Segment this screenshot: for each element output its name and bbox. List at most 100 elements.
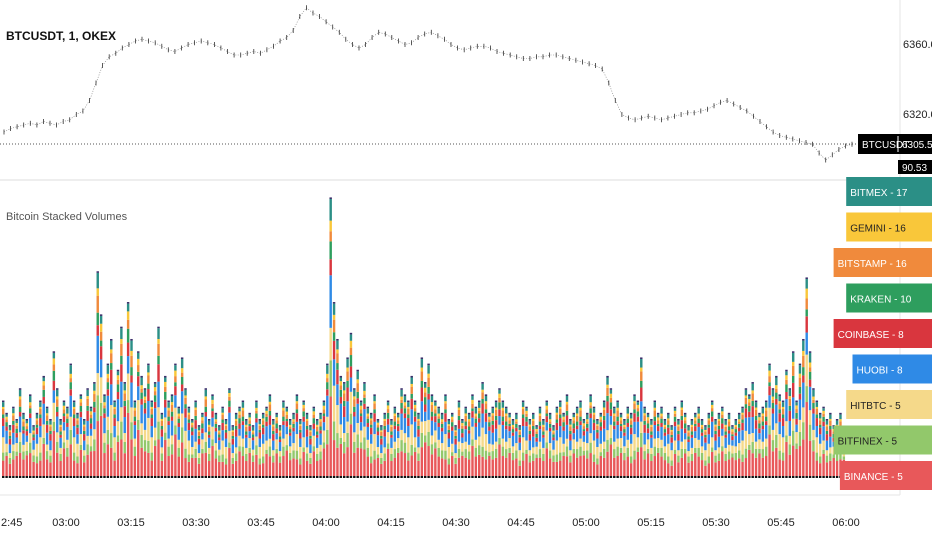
volume-segment [471, 408, 474, 412]
volume-segment [818, 420, 822, 425]
volume-segment [565, 424, 569, 439]
volume-segment [488, 414, 491, 417]
exchange-tag-gemini[interactable]: GEMINI - 16 [846, 212, 932, 242]
volume-bar-cap [528, 419, 532, 421]
volume-segment [525, 413, 528, 417]
volume-bar-cap [677, 419, 680, 421]
volume-segment [525, 408, 528, 411]
volume-segment [559, 426, 562, 438]
volume-segment [177, 447, 180, 457]
volume-segment [704, 450, 707, 461]
volume-segment [194, 415, 197, 421]
volume-segment [559, 414, 562, 419]
volume-segment [309, 438, 312, 445]
volume-segment [427, 419, 430, 432]
volume-bar-cap [737, 412, 741, 415]
volume-segment [623, 429, 626, 433]
volume-segment [572, 428, 575, 434]
volume-segment [646, 439, 650, 449]
volume-segment [717, 460, 721, 476]
symbol-title[interactable]: BTCUSDT, 1, OKEX [6, 29, 116, 43]
volume-segment [771, 396, 775, 400]
volume-bar-base [49, 476, 52, 478]
volume-bar-cap [106, 363, 110, 366]
volume-segment [99, 359, 103, 378]
last-price-tag[interactable]: BTCUSDT 6305.5 [858, 134, 932, 154]
volume-segment [69, 382, 72, 390]
volume-bar-base [606, 476, 609, 478]
volume-bar-cap [521, 400, 525, 403]
volume-segment [164, 432, 167, 440]
volume-segment [197, 457, 201, 464]
volume-segment [83, 434, 86, 441]
volume-segment [481, 413, 484, 428]
exchange-tag-hitbtc[interactable]: HITBTC - 5 [846, 390, 932, 419]
volume-segment [727, 433, 731, 445]
volume-segment [481, 392, 484, 399]
volume-segment [342, 383, 346, 391]
volume-segment [150, 418, 153, 427]
exchange-tag-bitmex[interactable]: BITMEX - 17 [846, 177, 932, 206]
volume-segment [93, 412, 96, 430]
volume-bar-cap [45, 406, 49, 409]
volume-segment [592, 422, 596, 431]
volume-segment [339, 377, 343, 382]
volume-segment [353, 396, 356, 400]
volume-segment [687, 442, 690, 452]
volume-segment [305, 436, 309, 448]
volume-segment [268, 410, 272, 416]
volume-pane-title[interactable]: Bitcoin Stacked Volumes [6, 211, 128, 223]
volume-segment [12, 420, 15, 425]
exchange-tag-huobi[interactable]: HUOBI - 8 [852, 354, 932, 384]
exchange-tag-binance[interactable]: BINANCE - 5 [839, 461, 932, 490]
volume-segment [559, 406, 562, 409]
volume-segment [427, 365, 430, 374]
volume-segment [126, 373, 130, 401]
volume-bar-base [488, 476, 491, 478]
volume-segment [440, 450, 444, 459]
volume-segment [582, 423, 586, 427]
volume-bar-base [12, 476, 15, 478]
volume-segment [798, 399, 802, 420]
volume-segment [143, 451, 147, 476]
exchange-tag-bitstamp[interactable]: BITSTAMP - 16 [833, 248, 932, 277]
volume-segment [353, 406, 356, 412]
volume-segment [278, 439, 282, 443]
exchange-tag-kraken[interactable]: KRAKEN - 10 [846, 283, 932, 313]
volume-segment [349, 377, 353, 392]
volume-segment [727, 430, 731, 434]
volume-segment [363, 437, 366, 450]
volume-segment [424, 397, 427, 405]
volume-segment [86, 389, 89, 397]
volume-segment [380, 438, 383, 445]
volume-segment [599, 452, 602, 456]
volume-segment [140, 392, 143, 399]
volume-segment [805, 309, 808, 317]
volume-segment [640, 367, 643, 372]
volume-segment [278, 442, 282, 452]
volume-segment [96, 312, 99, 326]
volume-bar-cap [680, 400, 684, 403]
volume-segment [319, 433, 322, 445]
volume-bar-base [315, 476, 319, 478]
volume-segment [791, 397, 795, 419]
volume-segment [761, 457, 765, 476]
volume-bar-base [629, 476, 633, 478]
exchange-tag-bitfinex[interactable]: BITFINEX - 5 [833, 425, 932, 455]
volume-segment [258, 432, 262, 439]
volume-bar-cap [791, 351, 795, 353]
volume-segment [660, 423, 663, 427]
volume-segment [238, 418, 241, 424]
volume-segment [758, 428, 761, 434]
volume-segment [79, 395, 83, 399]
volume-segment [768, 395, 771, 408]
volume-segment [133, 446, 137, 457]
volume-segment [488, 426, 491, 431]
volume-segment [629, 463, 633, 476]
volume-segment [825, 462, 829, 476]
volume-bar-base [508, 476, 511, 478]
volume-segment [258, 420, 262, 425]
volume-segment [467, 421, 471, 427]
exchange-tag-coinbase[interactable]: COINBASE - 8 [833, 319, 932, 348]
